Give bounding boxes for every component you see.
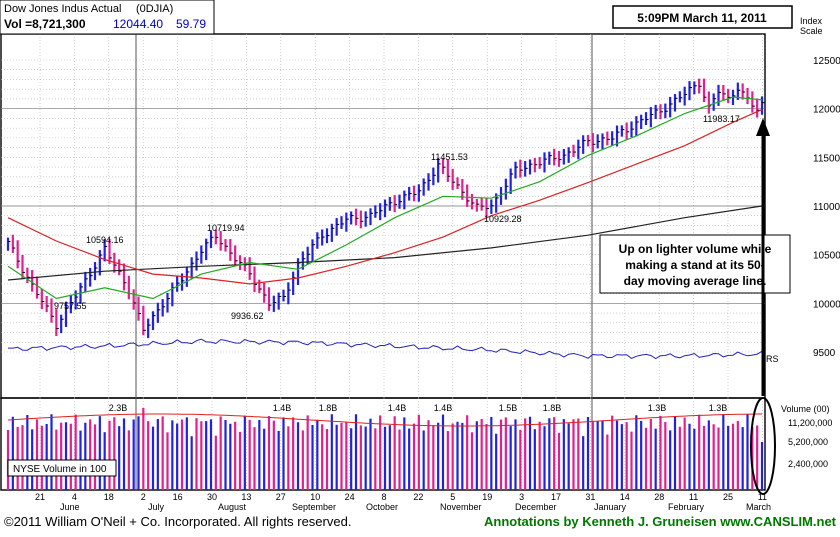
y-tick-label: 11000 bbox=[813, 202, 840, 213]
header-box bbox=[0, 0, 215, 35]
volume-panel-border bbox=[0, 397, 766, 491]
volume-tick-3: 2,400,000 bbox=[788, 459, 828, 469]
x-axis-labels: 21 4 18 2 16 30 13 27 10 24 8 22 5 19 3 17 31 14 28 11 25 11 J… bbox=[35, 492, 771, 512]
volume-tick-2: 5,200,000 bbox=[788, 437, 828, 447]
annotation-line-1: Up on lighter volume while bbox=[619, 242, 772, 256]
annotation-arrow-head bbox=[756, 118, 770, 136]
x-month-label: September bbox=[292, 502, 336, 512]
x-day-label: 31 bbox=[585, 492, 595, 502]
annotation-line-3: day moving average line. bbox=[624, 274, 767, 288]
x-day-label: 18 bbox=[104, 492, 114, 502]
volume-peak-label: 2.3B bbox=[109, 403, 128, 413]
x-day-label: 11 bbox=[689, 492, 698, 502]
volume-peak-label: 1.4B bbox=[434, 403, 453, 413]
x-day-label: 24 bbox=[345, 492, 355, 502]
moving-average-lines bbox=[7, 96, 763, 360]
price-label: 11451.53 bbox=[431, 152, 468, 162]
price-label: 10594.16 bbox=[86, 235, 124, 245]
volume-highlight-oval bbox=[750, 397, 776, 495]
x-month-label: October bbox=[366, 502, 398, 512]
x-day-label: 28 bbox=[654, 492, 664, 502]
scale-label: Scale bbox=[800, 26, 823, 36]
y-tick-label: 10500 bbox=[813, 251, 840, 262]
volume-average-line bbox=[7, 413, 762, 427]
x-month-label: February bbox=[668, 502, 705, 512]
x-day-label: 25 bbox=[723, 492, 733, 502]
index-symbol: (0DJIA) bbox=[136, 3, 173, 15]
last-price: 12044.40 bbox=[113, 17, 163, 31]
index-title: Dow Jones Indus Actual bbox=[4, 3, 121, 15]
x-day-label: 10 bbox=[310, 492, 320, 502]
moving-average-line-50 bbox=[7, 96, 763, 300]
grid bbox=[1, 34, 765, 490]
price-label: 9757.55 bbox=[54, 301, 87, 311]
volume-tick-1: 11,200,000 bbox=[788, 418, 832, 428]
volume-peak-label: 1.5B bbox=[499, 403, 518, 413]
x-day-label: 13 bbox=[241, 492, 251, 502]
price-label: 10719.94 bbox=[207, 223, 245, 233]
volume-peak-label: 1.4B bbox=[273, 403, 292, 413]
x-day-label: 27 bbox=[276, 492, 286, 502]
price-label: 10929.28 bbox=[484, 214, 522, 224]
x-day-label: 21 bbox=[35, 492, 45, 502]
index-label: Index bbox=[800, 16, 823, 26]
price-label: 9936.62 bbox=[231, 311, 264, 321]
timestamp-box bbox=[612, 5, 793, 29]
x-day-label: 30 bbox=[207, 492, 217, 502]
volume-peak-label: 1.3B bbox=[648, 403, 667, 413]
x-month-label: December bbox=[515, 502, 557, 512]
x-day-label: 4 bbox=[72, 492, 77, 502]
x-day-label: 3 bbox=[519, 492, 524, 502]
x-month-label: March bbox=[746, 502, 771, 512]
x-day-label: 16 bbox=[173, 492, 183, 502]
volume-bars: 2.3B 1.4B 1.8B 1.4B 1.4B 1.5B 1.8B 1.3B 1.3B bbox=[6, 403, 764, 490]
price-bars bbox=[6, 78, 765, 339]
y-axis-ticks: 9500 10000 10500 11000 11500 12000 12500 bbox=[813, 56, 840, 359]
x-day-label: 17 bbox=[551, 492, 561, 502]
y-tick-label: 12000 bbox=[813, 105, 840, 116]
price-label: 11983.17 bbox=[703, 114, 740, 124]
rs-line bbox=[8, 338, 763, 360]
volume-title-box bbox=[7, 459, 117, 477]
price-annotations: 10594.16 10719.94 9757.55 9936.62 11451.53 10… bbox=[54, 114, 740, 321]
x-day-label: 5 bbox=[450, 492, 455, 502]
volume-readout: Vol =8,721,300 bbox=[4, 17, 86, 31]
volume-peak-label: 1.8B bbox=[543, 403, 562, 413]
x-month-label: November bbox=[440, 502, 482, 512]
timestamp: 5:09PM March 11, 2011 bbox=[637, 11, 767, 25]
x-day-label: 11 bbox=[758, 492, 767, 502]
volume-peak-label: 1.8B bbox=[319, 403, 338, 413]
annotation-box bbox=[599, 234, 791, 294]
volume-axis-label: Volume (00) bbox=[781, 404, 830, 414]
price-change: 59.79 bbox=[176, 17, 206, 31]
x-day-label: 22 bbox=[413, 492, 423, 502]
footer-annotations: Annotations by Kenneth J. Gruneisen www.… bbox=[484, 514, 837, 529]
volume-peak-label: 1.4B bbox=[388, 403, 407, 413]
volume-title: NYSE Volume in 100 bbox=[13, 464, 107, 475]
copyright: ©2011 William O'Neil + Co. Incorporated.… bbox=[4, 514, 351, 529]
rs-label: RS bbox=[766, 354, 779, 364]
x-day-label: 8 bbox=[381, 492, 386, 502]
x-month-label: June bbox=[60, 502, 80, 512]
x-month-label: July bbox=[148, 502, 165, 512]
y-tick-label: 9500 bbox=[813, 348, 836, 359]
y-tick-label: 10000 bbox=[813, 299, 840, 310]
x-day-label: 19 bbox=[482, 492, 492, 502]
x-month-label: August bbox=[218, 502, 247, 512]
annotation-line-2: making a stand at its 50- bbox=[625, 258, 764, 272]
y-tick-label: 12500 bbox=[813, 56, 840, 67]
volume-peak-label: 1.3B bbox=[709, 403, 728, 413]
x-month-label: January bbox=[594, 502, 627, 512]
x-day-label: 2 bbox=[141, 492, 146, 502]
moving-average-line-red bbox=[7, 109, 763, 285]
x-day-label: 14 bbox=[620, 492, 630, 502]
y-tick-label: 11500 bbox=[813, 153, 840, 164]
